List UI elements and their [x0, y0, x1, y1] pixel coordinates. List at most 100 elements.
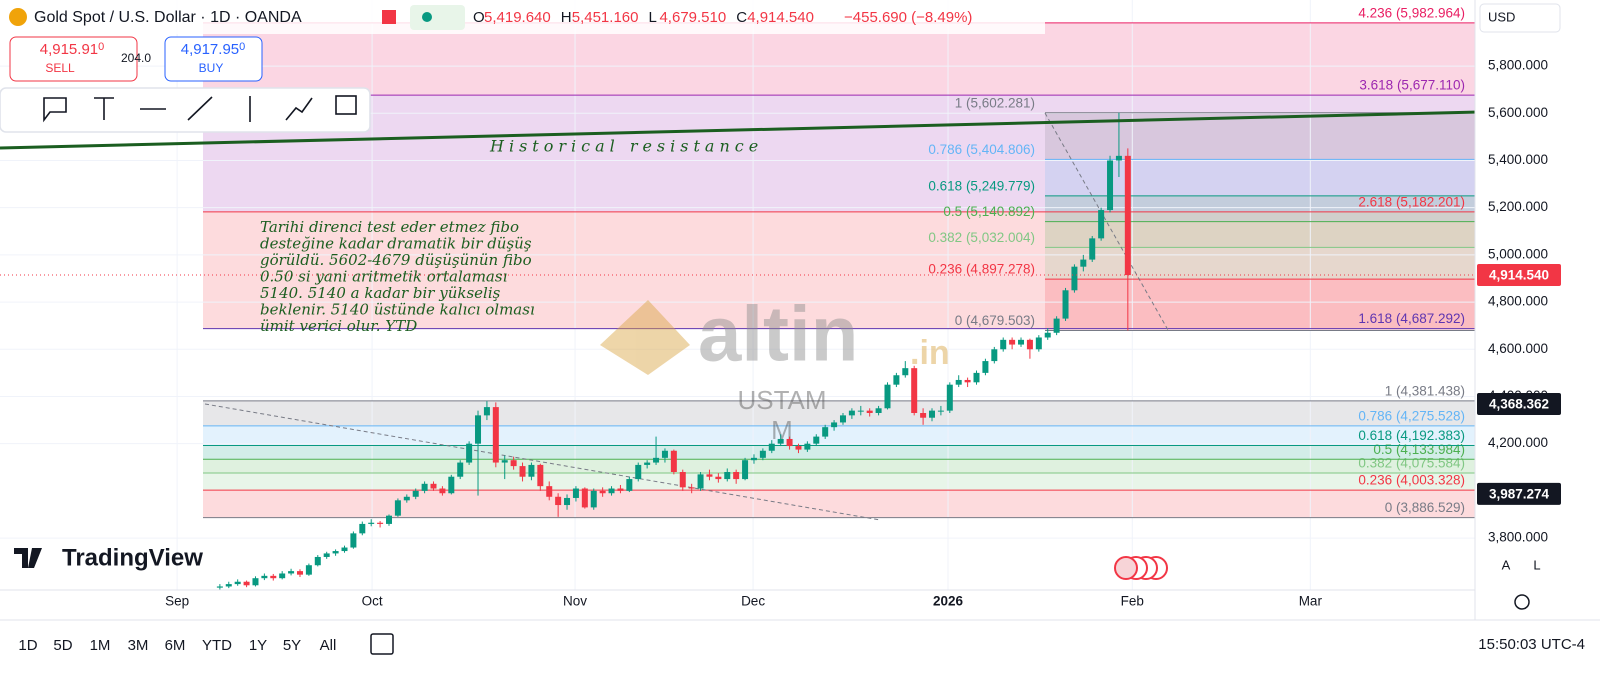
- range-button[interactable]: 5D: [53, 637, 72, 654]
- candle-body: [653, 457, 660, 463]
- fib-band: [203, 95, 1475, 212]
- watermark-brand: altin: [698, 290, 858, 378]
- candle-body: [1035, 337, 1042, 350]
- candle-body: [813, 436, 820, 444]
- tool-callout[interactable]: [43, 97, 67, 123]
- candle-body: [875, 408, 882, 413]
- flag-icon[interactable]: [382, 10, 396, 24]
- flags: [1114, 556, 1168, 580]
- candle-body: [448, 476, 455, 494]
- candle-body: [279, 573, 286, 579]
- x-tick-label: Mar: [1299, 594, 1323, 609]
- resistance-line: [0, 108, 1561, 150]
- range-button[interactable]: YTD: [202, 637, 232, 654]
- candle-body: [920, 413, 927, 418]
- candle-body: [386, 515, 393, 524]
- fib-label: 0.236 (4,897.278): [928, 262, 1035, 277]
- y-tick-label: 3,800.000: [1488, 530, 1548, 545]
- buy-label: BUY: [199, 61, 224, 75]
- symbol[interactable]: Gold Spot / U.S. Dollar · 1D · OANDA: [34, 9, 302, 26]
- candle-body: [243, 581, 250, 586]
- x-tick-label: Dec: [741, 594, 765, 609]
- range-button[interactable]: 1M: [90, 637, 111, 654]
- fib-label: 1 (4,381.438): [1385, 383, 1465, 398]
- status-pill[interactable]: [410, 5, 465, 30]
- fib-label: 0.382 (4,075.584): [1358, 456, 1465, 471]
- fib-label: 0.618 (5,249.779): [928, 178, 1035, 193]
- candle-body: [555, 496, 562, 506]
- scale-button[interactable]: L: [1533, 557, 1540, 572]
- candle-body: [537, 464, 544, 487]
- candle-body: [724, 472, 731, 480]
- range-button[interactable]: 5Y: [283, 637, 301, 654]
- candle-body: [866, 410, 873, 413]
- candle-body: [421, 483, 428, 491]
- candle-body: [839, 415, 846, 423]
- ohlc-value: 4,914.540: [747, 9, 814, 26]
- fib-label: 0.786 (5,404.806): [928, 142, 1035, 157]
- candle-body: [439, 488, 446, 494]
- fib-bands: [203, 22, 1475, 518]
- tool-text[interactable]: [94, 97, 114, 120]
- candle-body: [804, 443, 811, 450]
- candle-body: [831, 422, 838, 428]
- range-button[interactable]: 6M: [165, 637, 186, 654]
- fib-band: [1045, 279, 1475, 331]
- x-tick-label: Sep: [165, 594, 189, 609]
- grid: [0, 0, 1475, 590]
- fib-band: [203, 211, 1475, 329]
- candle-body: [715, 476, 722, 480]
- candle-body: [679, 472, 686, 488]
- candle-body: [884, 384, 891, 409]
- sell-label: SELL: [45, 61, 75, 75]
- candle-body: [234, 581, 241, 585]
- candle-body: [742, 460, 749, 480]
- candle-body: [1098, 210, 1105, 239]
- candle-body: [733, 472, 740, 480]
- range-button[interactable]: 3M: [128, 637, 149, 654]
- price-tags: 4,914.540 4,368.362 3,987.274: [1477, 264, 1561, 505]
- y-tick-label: 5,800.000: [1488, 58, 1548, 73]
- candle-body: [946, 384, 953, 411]
- y-tick-label: 5,000.000: [1488, 246, 1548, 261]
- candle-body: [510, 460, 517, 467]
- candle-body: [528, 464, 535, 477]
- fib-band: [203, 400, 1475, 426]
- range-button[interactable]: 1Y: [249, 637, 267, 654]
- tool-path[interactable]: [285, 97, 313, 121]
- buy-button[interactable]: [164, 36, 263, 82]
- tool-price[interactable]: [335, 95, 357, 115]
- y-tick-label: 5,600.000: [1488, 105, 1548, 120]
- candle-body: [377, 522, 384, 524]
- candle-body: [759, 450, 766, 458]
- spread: 204.0: [121, 51, 151, 65]
- range-button[interactable]: All: [320, 637, 337, 654]
- candle-body: [1115, 155, 1122, 161]
- status-dot: [422, 12, 432, 22]
- change: −455.690 (−8.49%): [844, 9, 972, 26]
- symbol-icon: [9, 8, 27, 26]
- settings-icon[interactable]: [1514, 594, 1530, 610]
- tool-trendline[interactable]: [187, 96, 213, 121]
- candle-body: [688, 487, 695, 489]
- date-range-icon[interactable]: [370, 633, 394, 655]
- x-tick-label: 2026: [933, 594, 964, 609]
- fib-band: [1045, 159, 1475, 196]
- candle-body: [1026, 339, 1033, 350]
- candle-body: [216, 586, 223, 588]
- candle-body: [252, 578, 259, 586]
- currency-box[interactable]: [1479, 3, 1561, 33]
- candle-body: [1053, 318, 1060, 333]
- candle-body: [288, 571, 295, 574]
- note-line: desteğine kadar dramatik bir düşüş: [260, 235, 532, 253]
- fib-lines: 1.618 (4,687.292) 2.618 (5,182.201) 3.618 …: [203, 5, 1475, 519]
- candle-body: [608, 488, 615, 494]
- logo: TradingView: [62, 544, 203, 571]
- range-button[interactable]: 1D: [18, 637, 37, 654]
- ohlc-key: C: [736, 9, 747, 26]
- sell-button[interactable]: [9, 36, 138, 82]
- candle-body: [1107, 160, 1114, 211]
- scale-button[interactable]: A: [1502, 557, 1511, 572]
- candle-body: [599, 490, 606, 494]
